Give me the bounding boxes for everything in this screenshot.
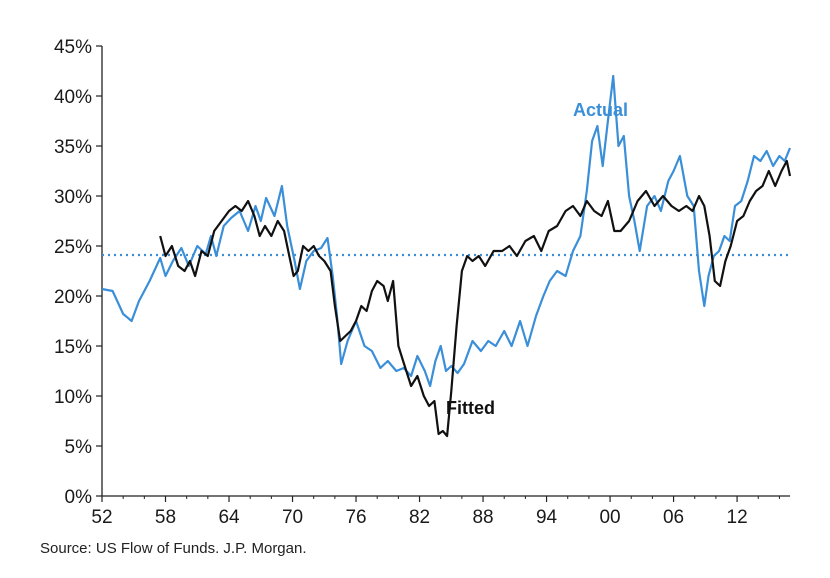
x-tick-label: 64 <box>218 507 240 528</box>
x-tick-label: 52 <box>91 507 112 528</box>
y-tick-label: 45% <box>54 37 92 58</box>
series-line-actual <box>101 74 792 388</box>
y-tick-label: 15% <box>54 337 92 358</box>
y-tick-label: 0% <box>65 487 93 508</box>
x-tick-label: 00 <box>599 507 620 528</box>
series-line-fitted <box>159 159 792 438</box>
y-tick-labels: 0% 5% 10% 15% 20% 25% 30% 35% 40% 45% <box>54 37 92 508</box>
y-tick-label: 20% <box>54 287 92 308</box>
x-tick-labels: 52 58 64 70 76 82 88 94 00 06 12 <box>91 507 747 528</box>
x-tick-label: 82 <box>409 507 430 528</box>
series-labels: Actual Fitted <box>446 100 628 418</box>
tick-marks <box>96 45 780 502</box>
x-tick-label: 88 <box>472 507 493 528</box>
x-tick-label: 76 <box>345 507 366 528</box>
y-tick-label: 25% <box>54 237 92 258</box>
chart: 0% 5% 10% 15% 20% 25% 30% 35% 40% 45% 52 58 64 70 76 8… <box>54 37 792 528</box>
source-note: Source: US Flow of Funds. J.P. Morgan. <box>40 540 307 557</box>
series-lines <box>101 74 792 438</box>
x-tick-label: 70 <box>282 507 303 528</box>
y-tick-label: 35% <box>54 137 92 158</box>
x-tick-label: 58 <box>155 507 176 528</box>
x-tick-label: 94 <box>536 507 558 528</box>
series-label-fitted: Fitted <box>446 398 495 418</box>
y-tick-label: 5% <box>65 437 93 458</box>
x-tick-label: 06 <box>663 507 684 528</box>
series-label-actual: Actual <box>573 100 628 120</box>
y-tick-label: 10% <box>54 387 92 408</box>
x-tick-label: 12 <box>727 507 748 528</box>
y-tick-label: 40% <box>54 87 92 108</box>
y-tick-label: 30% <box>54 187 92 208</box>
